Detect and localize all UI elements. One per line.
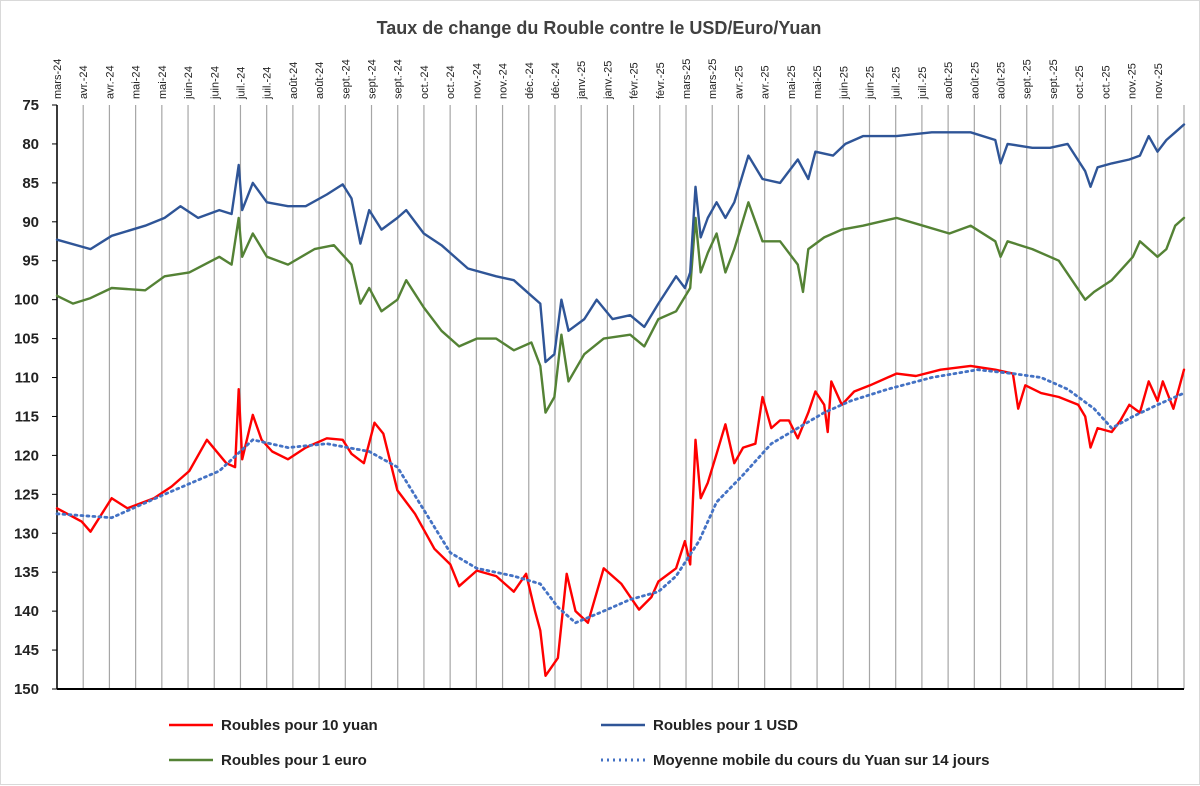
x-tick-label: sept.-24 — [340, 59, 352, 99]
x-tick-label: avr.-24 — [78, 65, 90, 99]
y-tick-label: 150 — [14, 681, 39, 698]
x-tick-label: août-25 — [943, 62, 955, 99]
x-tick-label: mars-24 — [52, 59, 64, 99]
x-tick-label: sept.-25 — [1048, 59, 1060, 99]
x-tick-label: mars-25 — [681, 59, 693, 99]
x-tick-label: mai-24 — [157, 65, 169, 99]
x-tick-label: nov.-24 — [498, 63, 510, 99]
series-line-moyenne-mobile-du-cours-du-yuan-sur-14-jours — [55, 368, 1186, 625]
x-tick-label: juin-25 — [838, 66, 850, 100]
y-tick-label: 105 — [14, 331, 39, 348]
x-tick-label: sept.-24 — [367, 59, 379, 99]
legend: Roubles pour 10 yuan Roubles pour 1 USD Ro… — [169, 717, 989, 769]
x-tick-label: févr.-25 — [655, 62, 667, 99]
grid-lines — [56, 105, 1185, 690]
x-tick-label: avr.-25 — [760, 65, 772, 99]
y-tick-label: 100 — [14, 292, 39, 309]
x-tick-label: janv.-25 — [602, 61, 614, 100]
x-tick-label: déc.-24 — [524, 62, 536, 99]
x-tick-label: janv.-25 — [576, 61, 588, 100]
x-tick-label: mai-25 — [786, 65, 798, 99]
series-line-roubles-pour-1-usd — [55, 123, 1186, 364]
x-tick-label: août-24 — [288, 62, 300, 99]
series-lines — [55, 123, 1186, 677]
y-tick-label: 135 — [14, 564, 39, 581]
x-tick-label: mars-25 — [707, 59, 719, 99]
x-tick-label: mai-25 — [812, 65, 824, 99]
series-line-roubles-pour-10-yuan — [55, 364, 1186, 677]
x-tick-label: avr.-24 — [104, 65, 116, 99]
x-tick-label: juil.-25 — [917, 67, 929, 100]
x-tick-label: avr.-25 — [733, 65, 745, 99]
x-tick-label: août-24 — [314, 62, 326, 99]
y-tick-label: 145 — [14, 642, 39, 659]
x-tick-label: oct.-24 — [419, 65, 431, 99]
x-tick-label: oct.-24 — [445, 65, 457, 99]
series-line-roubles-pour-1-euro — [55, 201, 1186, 414]
y-tick-label: 85 — [22, 175, 39, 192]
x-tick-label: août-25 — [969, 62, 981, 99]
y-tick-label: 140 — [14, 603, 39, 620]
y-tick-label: 115 — [15, 408, 39, 425]
y-tick-label: 130 — [14, 525, 39, 542]
x-tick-label: juil.-24 — [235, 67, 247, 100]
x-tick-label: juin-25 — [864, 66, 876, 100]
x-tick-label: juil.-24 — [262, 67, 274, 100]
legend-label-moyenne-mobile-du-cours-du-yuan-sur-14-jours: Moyenne mobile du cours du Yuan sur 14 j… — [653, 752, 989, 769]
x-tick-label: nov.-25 — [1153, 63, 1165, 99]
x-tick-label: mai-24 — [131, 65, 143, 99]
x-tick-label: oct.-25 — [1100, 65, 1112, 99]
x-tick-label: févr.-25 — [629, 62, 641, 99]
x-tick-label: nov.-24 — [471, 63, 483, 99]
x-tick-label: oct.-25 — [1074, 65, 1086, 99]
chart-title: Taux de change du Rouble contre le USD/E… — [377, 18, 822, 38]
x-tick-label: juil.-25 — [891, 67, 903, 100]
y-tick-label: 110 — [15, 370, 39, 387]
y-tick-label: 95 — [22, 253, 39, 270]
x-axis-tick-labels: mars-24 avr.-24 avr.-24 mai-24 mai-24 juin-24… — [52, 59, 1165, 100]
x-tick-label: sept.-24 — [393, 59, 405, 99]
x-tick-label: nov.-25 — [1127, 63, 1139, 99]
x-tick-label: déc.-24 — [550, 62, 562, 99]
y-tick-label: 125 — [14, 486, 39, 503]
legend-label-roubles-pour-1-usd: Roubles pour 1 USD — [653, 717, 798, 734]
y-axis-tick-labels: 75 80 85 90 95 100 105 110 115 120 125 130 135 140 145… — [14, 97, 57, 698]
legend-label-roubles-pour-1-euro: Roubles pour 1 euro — [221, 752, 367, 769]
y-tick-label: 75 — [22, 97, 39, 114]
x-tick-label: juin-24 — [183, 66, 195, 100]
x-tick-label: juin-24 — [209, 66, 221, 100]
legend-label-roubles-pour-10-yuan: Roubles pour 10 yuan — [221, 717, 378, 734]
y-tick-label: 80 — [22, 136, 39, 153]
x-tick-label: août-25 — [996, 62, 1008, 99]
y-tick-label: 90 — [22, 214, 39, 231]
x-tick-label: sept.-25 — [1022, 59, 1034, 99]
y-tick-label: 120 — [14, 447, 39, 464]
